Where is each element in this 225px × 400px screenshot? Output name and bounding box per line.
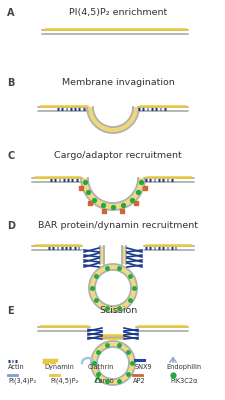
Text: Dynamin: Dynamin [44, 364, 74, 370]
Text: E: E [7, 306, 14, 316]
Text: C: C [7, 151, 14, 161]
Text: Endophilin: Endophilin [166, 364, 201, 370]
Text: Scission: Scission [99, 306, 137, 315]
Polygon shape [100, 246, 104, 264]
Text: PIK3C2α: PIK3C2α [170, 378, 198, 384]
Text: A: A [7, 8, 14, 18]
Polygon shape [87, 107, 139, 133]
Text: Membrane invagination: Membrane invagination [62, 78, 174, 87]
Polygon shape [89, 264, 137, 312]
Text: SNX9: SNX9 [135, 364, 153, 370]
Text: Clathrin: Clathrin [88, 364, 114, 370]
Polygon shape [122, 246, 126, 264]
Polygon shape [91, 341, 135, 385]
Text: PI(4,5)P₂: PI(4,5)P₂ [50, 378, 78, 384]
Text: Actin: Actin [8, 364, 25, 370]
Text: Cargo: Cargo [95, 378, 115, 384]
Text: Cargo/adaptor recruitment: Cargo/adaptor recruitment [54, 151, 182, 160]
Text: BAR protein/dynamin recruitment: BAR protein/dynamin recruitment [38, 221, 198, 230]
Text: PI(3,4)P₂: PI(3,4)P₂ [8, 378, 36, 384]
Text: AP2: AP2 [133, 378, 146, 384]
Polygon shape [81, 178, 145, 210]
Text: PI(4,5)P₂ enrichment: PI(4,5)P₂ enrichment [69, 8, 167, 17]
Text: B: B [7, 78, 14, 88]
Text: D: D [7, 221, 15, 231]
